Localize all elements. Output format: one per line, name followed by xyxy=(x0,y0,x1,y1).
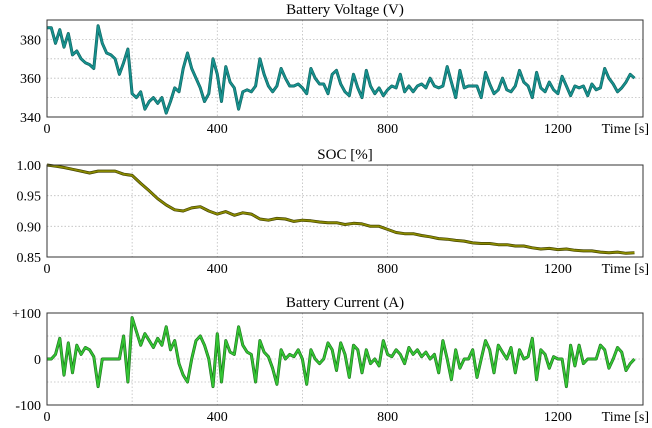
subplot-title: SOC [%] xyxy=(317,147,372,163)
subplot-title: Battery Current (A) xyxy=(286,295,404,311)
subplot-3: Battery Current (A)0 400 800 1200-1000+100T… xyxy=(12,295,649,425)
series-line xyxy=(47,24,636,114)
subplot-1: Battery Voltage (V) 0 400 800 1200 340 360 380 T… xyxy=(20,2,649,137)
x-tick-label: 1200 xyxy=(544,262,572,277)
y-tick-label: 340 xyxy=(20,111,41,126)
x-tick-label: 0 xyxy=(44,262,51,277)
x-tick-label: 800 xyxy=(377,122,398,137)
subplot-2: SOC [%] 0 400 800 1200 0.85 0.90 0.95 1.00 Time [… xyxy=(17,147,650,277)
x-tick-label: 400 xyxy=(207,122,228,137)
series-line-outline xyxy=(47,24,636,115)
x-axis-label: Time [s] xyxy=(602,262,649,277)
x-tick-label: 0 xyxy=(44,122,51,137)
x-tick-label: 0 xyxy=(44,410,51,425)
y-tick-label: 380 xyxy=(20,33,41,48)
y-tick-label: 360 xyxy=(20,72,41,87)
x-tick-label: 1200 xyxy=(544,410,572,425)
y-tick-label: +100 xyxy=(12,307,41,322)
y-tick-label: 0.90 xyxy=(17,220,42,235)
y-tick-label: -100 xyxy=(15,399,41,414)
series-line xyxy=(46,164,635,255)
x-tick-label: 400 xyxy=(207,410,228,425)
plot-frame xyxy=(46,164,644,258)
y-tick-label: 0.95 xyxy=(17,190,42,205)
x-tick-label: 800 xyxy=(377,262,398,277)
x-tick-label: 1200 xyxy=(544,122,572,137)
series-line xyxy=(47,316,636,388)
x-tick-label: 800 xyxy=(377,410,398,425)
plot-frame xyxy=(46,19,644,118)
x-axis-label: Time [s] xyxy=(602,122,649,137)
x-axis-label: Time [s] xyxy=(602,410,649,425)
plot-frame xyxy=(46,312,644,406)
y-tick-label: 0.85 xyxy=(17,251,42,266)
subplot-title: Battery Voltage (V) xyxy=(286,2,404,18)
y-tick-label: 1.00 xyxy=(17,159,42,174)
y-tick-label: 0 xyxy=(34,353,41,368)
x-tick-label: 400 xyxy=(207,262,228,277)
